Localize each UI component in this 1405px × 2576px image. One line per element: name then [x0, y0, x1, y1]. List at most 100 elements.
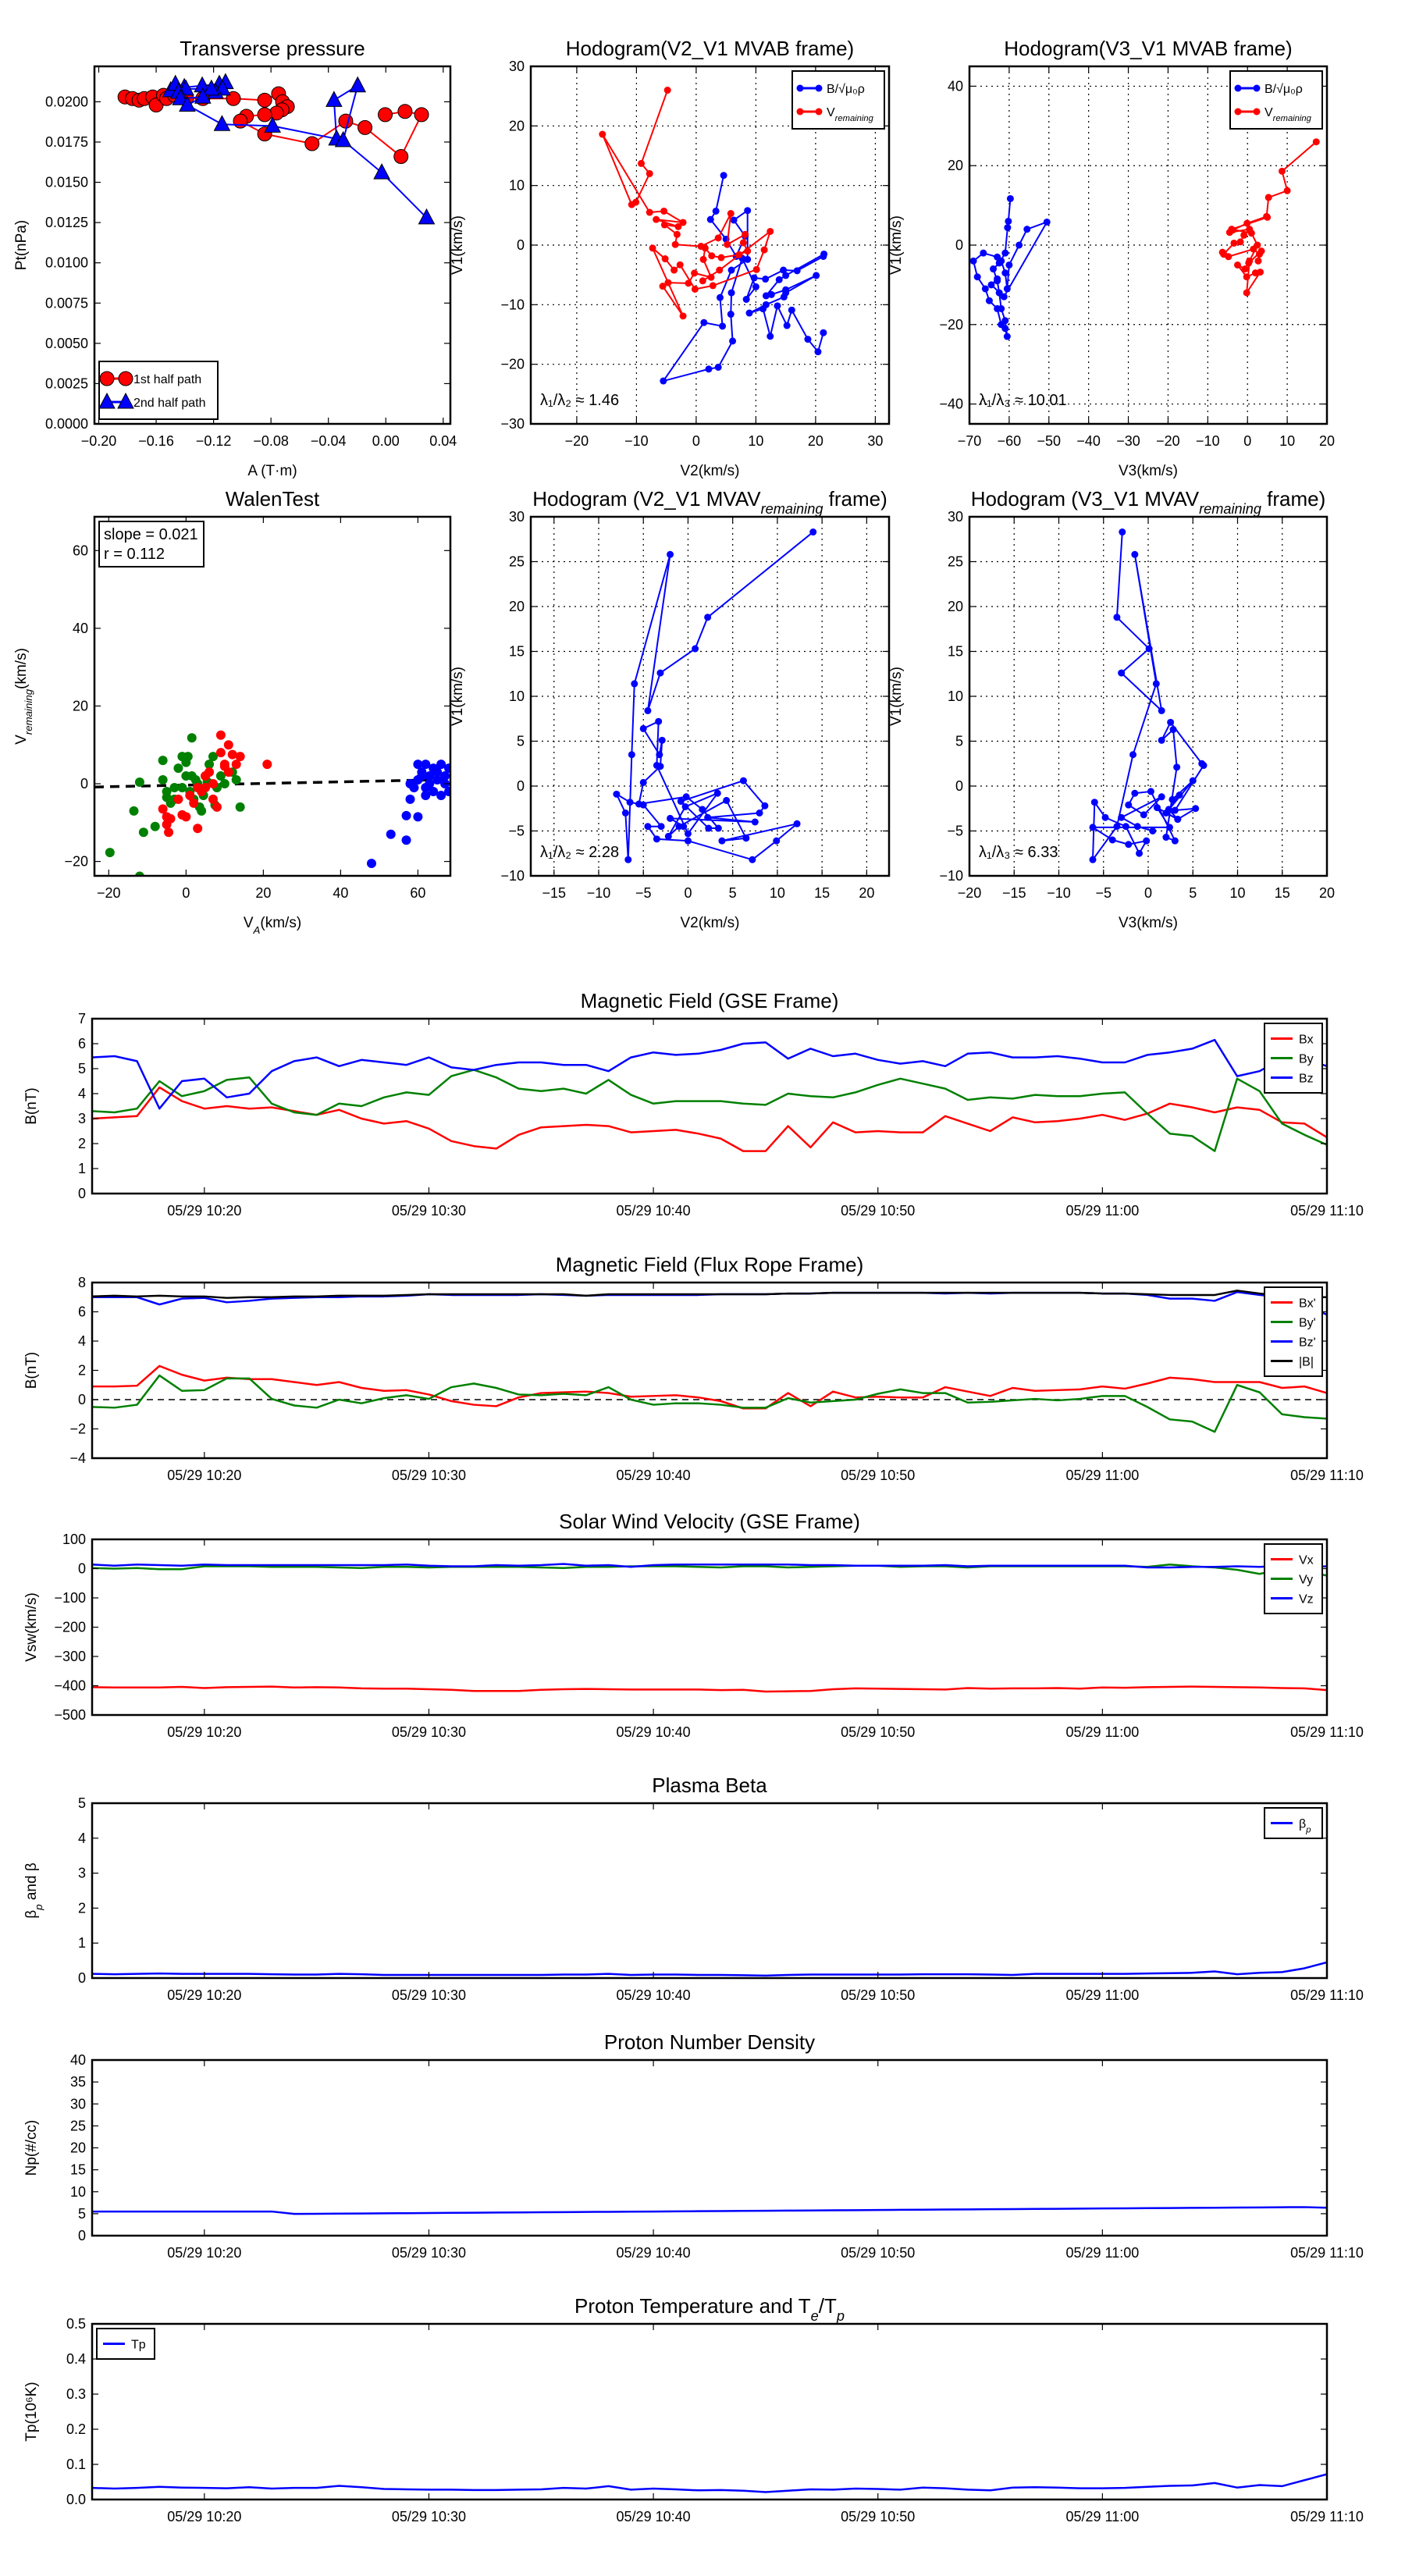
chart-title: Proton Temperature and Te/Tp	[574, 2294, 845, 2324]
data-point	[257, 107, 272, 123]
chart-hodogram-v2-v1-mvab: −20 −10 0 10 20 30 −30 −20 −10 0 10 20 30 Hodogram(V2…	[450, 37, 891, 479]
data-point	[1171, 806, 1179, 814]
data-point	[1089, 856, 1097, 863]
legend-label: Vy	[1299, 1574, 1313, 1587]
data-point	[378, 107, 393, 123]
y-tick-label: 10	[509, 688, 525, 704]
data-point	[1004, 224, 1012, 232]
data-point	[660, 207, 668, 215]
x-tick-label: −20	[565, 433, 589, 449]
data-point	[393, 149, 409, 165]
data-point	[660, 221, 668, 229]
x-tick-label: 05/29 11:10	[1290, 2509, 1364, 2524]
series-line	[92, 2473, 1327, 2493]
y-tick-label: 20	[948, 158, 963, 173]
y-tick-label: 0.0150	[45, 175, 88, 190]
y-tick-label: 3	[78, 1866, 86, 1881]
x-tick-label: −10	[1047, 885, 1071, 901]
y-tick-label: 10	[509, 178, 525, 194]
data-point	[656, 751, 663, 759]
legend-label: 1st half path	[133, 373, 201, 386]
data-point	[1243, 289, 1250, 297]
data-point	[231, 760, 241, 770]
plot-area	[92, 1038, 1327, 1152]
y-tick-label: 30	[509, 59, 525, 74]
data-point	[1243, 273, 1250, 281]
chart-title: Solar Wind Velocity (GSE Frame)	[559, 1510, 860, 1533]
data-point	[1254, 257, 1262, 265]
y-tick-label: 4	[78, 1831, 86, 1846]
data-point	[208, 794, 218, 804]
data-point	[185, 790, 195, 800]
y-tick-label: 0	[955, 778, 963, 794]
data-point	[998, 304, 1005, 312]
y-tick-label: 0.0050	[45, 336, 88, 351]
data-point	[1254, 241, 1261, 249]
data-point	[706, 215, 714, 223]
y-axis-label: V1(km/s)	[450, 215, 466, 275]
chart-title-part: Hodogram (V3_V1 MVAV	[971, 487, 1200, 511]
y-tick-label: 10	[70, 2184, 86, 2200]
data-point	[699, 806, 706, 813]
y-tick-label: 0	[955, 237, 963, 253]
chart-title: WalenTest	[226, 487, 320, 511]
data-point	[994, 275, 1001, 283]
series-By'	[92, 1374, 1327, 1433]
y-tick-label: 0.0000	[45, 416, 88, 432]
y-tick-label: 7	[78, 1011, 86, 1026]
data-point	[1149, 827, 1157, 834]
x-tick-label: 0.00	[372, 433, 400, 449]
chart-title-part: Hodogram(V2_V1 MVAB frame)	[566, 37, 854, 60]
legend-label: Bz	[1299, 1073, 1314, 1086]
data-point	[639, 724, 647, 732]
chart-title-part: frame)	[1261, 487, 1325, 511]
data-point	[173, 794, 183, 804]
data-point	[599, 130, 606, 138]
y-axis-label: Vremaining(km/s)	[13, 648, 34, 745]
x-tick-label: 5	[729, 885, 737, 901]
data-point	[429, 786, 439, 796]
legend: βp	[1264, 1807, 1323, 1839]
y-axis-label: Tp(10⁶K)	[23, 2382, 40, 2441]
data-point	[444, 786, 450, 796]
data-point	[1234, 108, 1242, 116]
legend-label: |B|	[1299, 1356, 1314, 1369]
chart-title: Transverse pressure	[180, 37, 365, 60]
x-tick-label: 20	[859, 885, 874, 901]
data-point	[767, 227, 774, 235]
series-red	[158, 730, 272, 838]
plot-area	[969, 138, 1320, 340]
chart-title-part: Solar Wind Velocity (GSE Frame)	[559, 1510, 860, 1533]
data-point	[744, 207, 752, 215]
x-axis-label-part: A	[253, 924, 261, 936]
y-tick-label: 0.0200	[45, 94, 88, 109]
y-tick-label: −5	[947, 824, 963, 839]
x-tick-label: 05/29 10:30	[392, 1724, 466, 1740]
data-point	[701, 244, 709, 252]
legend-label: βp	[1299, 1818, 1311, 1835]
x-tick-label: 05/29 10:20	[167, 1468, 241, 1483]
chart-walen-test: −20 0 20 40 60−200204060WalenTestVA(km/s)Vre…	[13, 487, 452, 936]
chart-title: Hodogram (V2_V1 MVAVremaining frame)	[532, 487, 887, 517]
y-tick-label: 4	[78, 1086, 86, 1101]
data-point	[656, 763, 664, 770]
data-point	[183, 752, 193, 762]
series-line	[92, 1374, 1327, 1433]
x-tick-label: 0	[182, 885, 190, 901]
y-tick-label: −10	[500, 868, 525, 884]
data-point	[181, 771, 191, 781]
data-point	[169, 782, 180, 792]
data-point	[1264, 194, 1272, 201]
plot-area	[117, 73, 436, 225]
data-point	[727, 210, 735, 218]
legend-label: By'	[1299, 1317, 1316, 1330]
series-Vz	[92, 1563, 1327, 1569]
data-point	[235, 752, 245, 762]
data-point	[1113, 614, 1121, 621]
data-point	[745, 309, 753, 317]
y-tick-label: 0	[80, 776, 88, 792]
data-point	[750, 274, 758, 282]
data-point	[1228, 226, 1236, 233]
data-point	[1118, 813, 1126, 821]
